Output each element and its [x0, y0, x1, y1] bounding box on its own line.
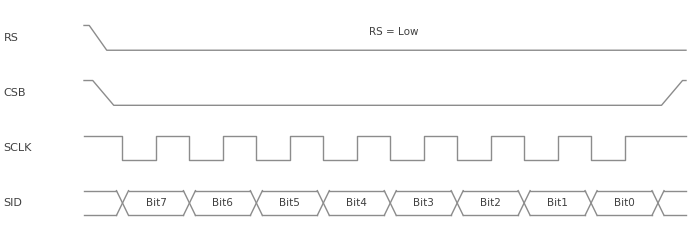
Text: Bit7: Bit7 — [146, 198, 167, 208]
Text: Bit1: Bit1 — [547, 198, 568, 208]
Text: Bit4: Bit4 — [346, 198, 368, 208]
Text: Bit3: Bit3 — [413, 198, 434, 208]
Text: SCLK: SCLK — [4, 143, 32, 153]
Text: Bit5: Bit5 — [279, 198, 300, 208]
Text: RS: RS — [4, 33, 18, 43]
Text: RS = Low: RS = Low — [369, 27, 419, 37]
Text: Bit2: Bit2 — [480, 198, 501, 208]
Text: SID: SID — [4, 198, 22, 208]
Text: Bit6: Bit6 — [213, 198, 233, 208]
Text: Bit0: Bit0 — [614, 198, 635, 208]
Text: CSB: CSB — [4, 88, 26, 98]
